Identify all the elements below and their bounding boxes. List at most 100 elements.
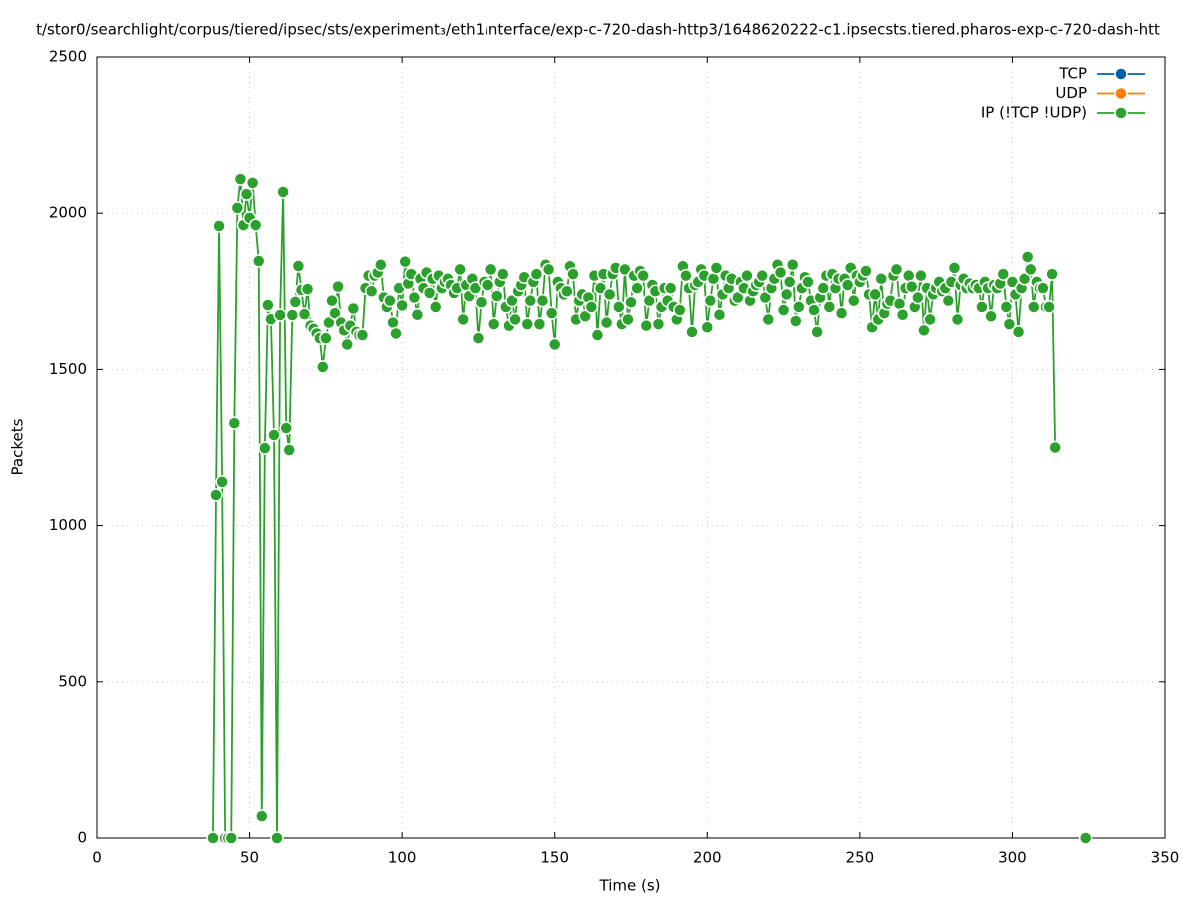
data-point xyxy=(941,293,956,308)
data-point xyxy=(792,300,806,314)
data-point xyxy=(816,281,830,295)
y-tick-label: 2000 xyxy=(49,204,87,222)
data-point xyxy=(801,275,815,289)
data-point xyxy=(215,475,229,489)
x-tick-label: 350 xyxy=(1151,849,1180,867)
legend-label: TCP xyxy=(1058,65,1087,83)
data-point xyxy=(712,307,727,322)
data-point xyxy=(261,298,275,312)
data-point xyxy=(773,265,788,280)
legend-label: UDP xyxy=(1055,84,1087,102)
data-point xyxy=(209,488,223,502)
data-point xyxy=(468,281,483,295)
data-point xyxy=(270,831,284,845)
data-point xyxy=(590,328,605,342)
y-axis-label: Packets xyxy=(9,418,27,475)
data-point xyxy=(547,337,562,352)
legend-label: IP (!TCP !UDP) xyxy=(981,104,1087,122)
x-tick-label: 300 xyxy=(998,849,1027,867)
data-point xyxy=(1042,300,1056,314)
data-point xyxy=(239,187,254,201)
data-point xyxy=(673,303,687,317)
data-point xyxy=(212,219,226,233)
data-point xyxy=(889,262,904,277)
data-point xyxy=(319,331,333,345)
data-point xyxy=(282,443,296,457)
data-point xyxy=(523,293,538,308)
data-point xyxy=(276,185,290,199)
data-point xyxy=(566,267,580,281)
y-tick-label: 500 xyxy=(58,672,87,690)
data-point xyxy=(874,272,888,286)
data-point xyxy=(224,831,239,845)
data-point xyxy=(1078,831,1093,845)
data-point xyxy=(251,254,266,268)
data-point xyxy=(1045,267,1059,281)
x-tick-label: 150 xyxy=(540,849,569,867)
data-point xyxy=(325,293,339,308)
data-point xyxy=(389,326,403,341)
x-tick-label: 250 xyxy=(846,849,875,867)
data-point xyxy=(630,281,644,295)
data-point xyxy=(593,281,608,295)
data-point xyxy=(1023,262,1038,277)
data-point xyxy=(206,831,220,845)
data-point xyxy=(914,268,928,283)
y-tick-label: 0 xyxy=(77,829,87,847)
y-tick-label: 1500 xyxy=(49,360,87,378)
data-point xyxy=(544,306,559,320)
data-point xyxy=(996,267,1011,281)
x-tick-label: 100 xyxy=(388,849,417,867)
data-point xyxy=(364,284,379,299)
data-point xyxy=(950,312,965,327)
data-point xyxy=(602,287,617,302)
data-point xyxy=(541,262,556,277)
data-point xyxy=(496,267,510,281)
data-point xyxy=(267,428,281,442)
y-tick-label: 2500 xyxy=(49,48,87,66)
data-point xyxy=(584,300,599,314)
data-point xyxy=(480,278,495,292)
data-point xyxy=(346,301,361,316)
data-point xyxy=(822,300,837,314)
data-point xyxy=(639,318,654,333)
data-point xyxy=(1005,275,1020,289)
data-point xyxy=(685,325,699,339)
data-point xyxy=(859,264,873,278)
data-point xyxy=(599,315,614,330)
data-point xyxy=(233,172,248,186)
data-point xyxy=(779,287,794,302)
data-point xyxy=(740,268,754,283)
data-point xyxy=(248,218,263,232)
data-point xyxy=(456,312,470,327)
data-point xyxy=(901,268,916,283)
data-point xyxy=(410,307,425,322)
legend-marker xyxy=(1114,67,1128,81)
data-point xyxy=(529,267,544,281)
data-point xyxy=(508,312,522,327)
data-point xyxy=(1027,300,1041,314)
data-point xyxy=(1048,440,1062,455)
data-point xyxy=(1017,272,1032,286)
data-point xyxy=(1020,250,1035,264)
data-point xyxy=(624,295,638,309)
data-point xyxy=(618,262,632,277)
data-point xyxy=(776,303,791,317)
data-point xyxy=(273,308,287,322)
data-point xyxy=(923,312,937,327)
data-point xyxy=(453,262,467,277)
data-point xyxy=(520,317,535,331)
legend-marker xyxy=(1114,106,1128,120)
data-point xyxy=(486,317,501,331)
data-point xyxy=(483,262,498,277)
data-point xyxy=(642,293,657,308)
data-point xyxy=(807,303,821,317)
data-point xyxy=(810,325,824,339)
data-point xyxy=(578,309,592,324)
data-point xyxy=(383,293,397,308)
data-point xyxy=(340,337,354,352)
data-point xyxy=(285,308,300,322)
data-point xyxy=(789,314,803,328)
data-point xyxy=(328,306,342,320)
chart-title: t/stor0/searchlight/corpus/tiered/ipsec/… xyxy=(36,21,1160,39)
